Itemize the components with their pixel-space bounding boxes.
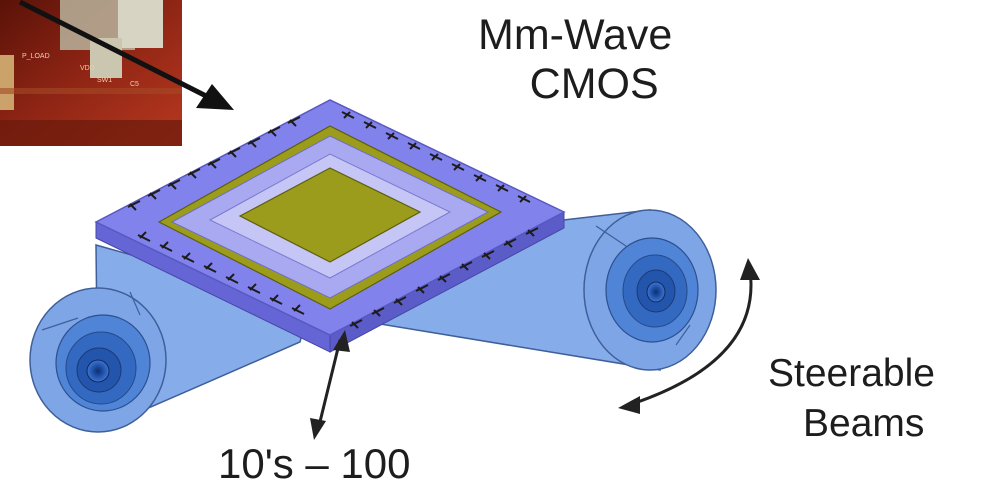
pcb-photo: P_LOAD VDD SW1 C5 <box>0 0 182 146</box>
svg-text:VDD: VDD <box>80 65 95 72</box>
beam-left <box>29 244 311 433</box>
steering-arrow <box>618 258 760 414</box>
chip-type-label: Mm-Wave CMOS <box>478 14 672 106</box>
beams-label: Steerable Beams <box>768 354 935 443</box>
chip-pins <box>127 111 539 329</box>
cmos-chip <box>94 99 566 353</box>
beams-label-line2: Beams <box>803 402 925 445</box>
pointer-arrow <box>18 0 234 110</box>
svg-text:C5: C5 <box>130 81 139 88</box>
beam-right <box>365 209 717 371</box>
dimension-arrow <box>310 330 350 440</box>
svg-text:SW1: SW1 <box>97 77 112 84</box>
svg-text:P_LOAD: P_LOAD <box>22 53 50 60</box>
beams-label-line1: Steerable <box>768 352 935 395</box>
chip-die <box>238 167 422 263</box>
chip-label-line1: Mm-Wave <box>478 11 673 59</box>
chip-label-line2: CMOS <box>529 60 659 108</box>
dimension-label: 10's – 100 <box>218 440 411 487</box>
